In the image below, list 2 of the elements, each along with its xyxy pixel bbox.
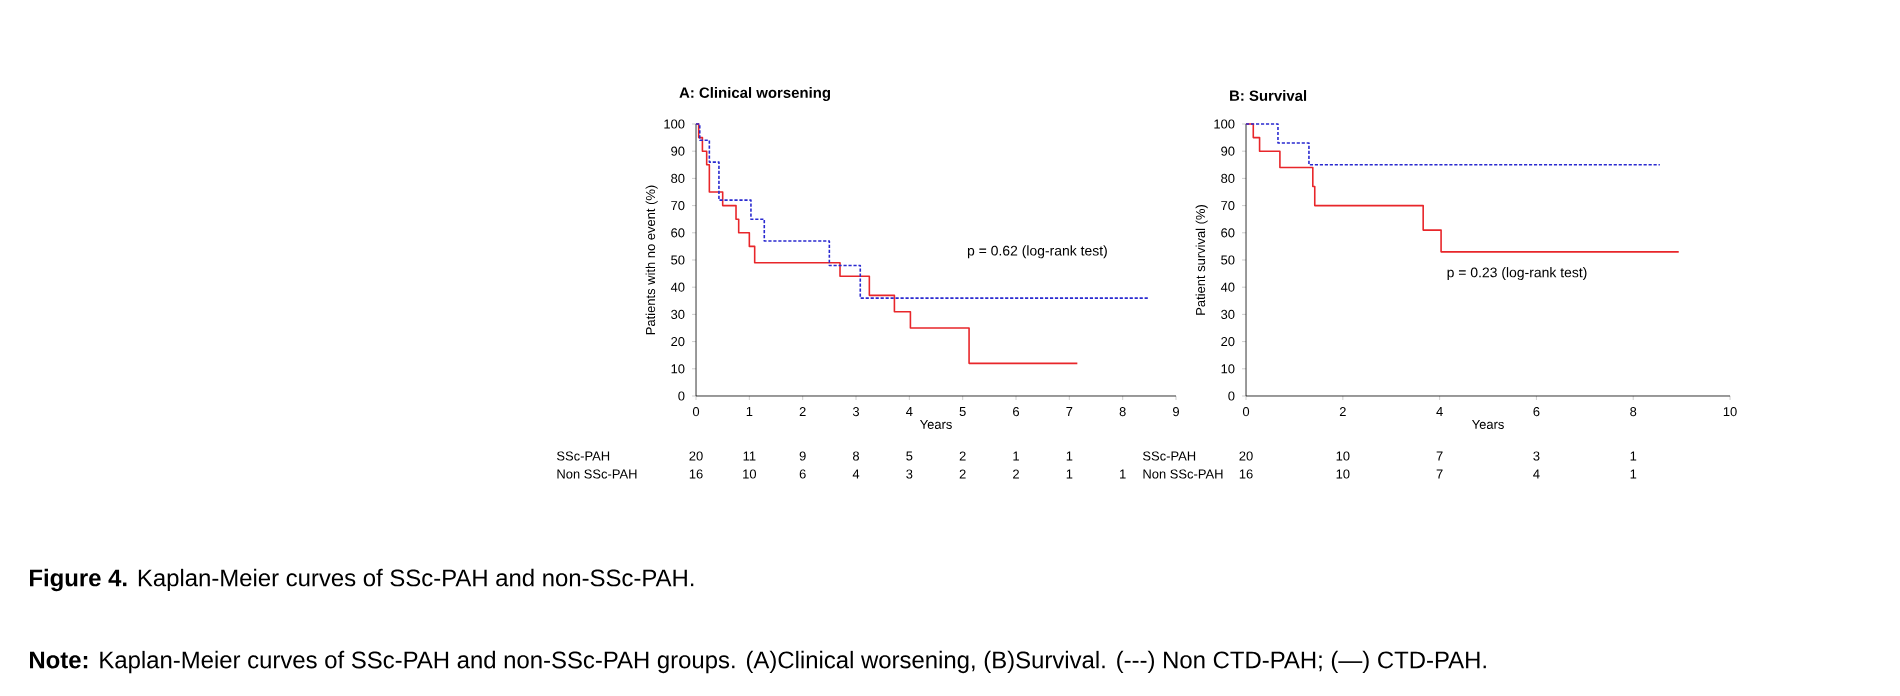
text: Figure 4. Kaplan-Meier curves of SSc-PAH and non-SSc-PAH.	[30, 568, 694, 592]
text: Note: Kaplan-Meier curves of SSc-PAH and non-SSc-PAH groups. (A)Clinical worsening, (B)Survival. (---) Non CTD-PAH; (—) CTD-PAH.	[30, 650, 1486, 674]
